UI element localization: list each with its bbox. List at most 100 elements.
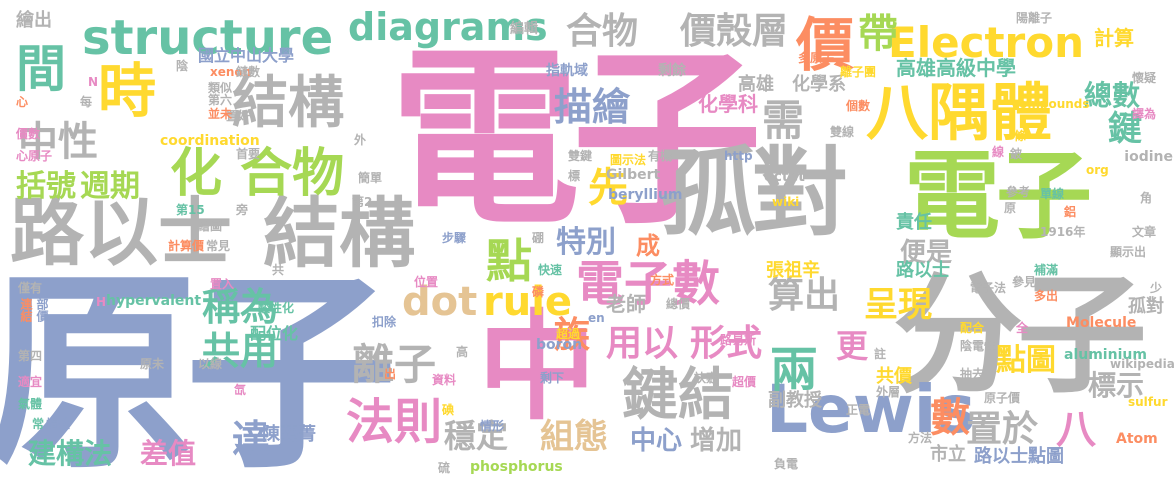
word-aluminium: aluminium [1064, 347, 1147, 363]
word-dianzifa: 電子法 [970, 281, 1007, 295]
word-shu: 數 [930, 395, 970, 441]
word-suanxinghua: 酸性化 [258, 301, 295, 315]
word-shuangxian: 雙線 [830, 125, 855, 139]
word-yuanwei: 原未 [140, 357, 165, 371]
word-diagrams: diagrams [348, 5, 548, 49]
word-xian-line: 線 [992, 145, 1005, 159]
word-ziliao: 資料 [432, 373, 457, 387]
word-tushifa: 圖示法 [610, 153, 647, 167]
word-xinyuanzi: 心原子 [16, 149, 53, 163]
word-zhouqi: 週期 [80, 169, 140, 204]
word-jian-key: 鍵 [1108, 109, 1142, 149]
word-luyishi-small: 路以士 [896, 260, 950, 281]
word-lizi: 離子 [352, 340, 437, 389]
word-tiao: 條 [1014, 129, 1027, 143]
word-atom: Atom [1116, 431, 1158, 447]
word-chenyijing: 陳藝菁 [262, 424, 316, 445]
word-xian-gas: 氙 [234, 383, 247, 397]
word-youji: 有機 [648, 149, 673, 163]
word-jiakeceng: 價殼層 [680, 11, 789, 52]
word-wending: 穩定 [444, 417, 509, 455]
word-zhongshan: 國立中山大學 [198, 46, 295, 65]
word-dot: dot [402, 279, 478, 325]
word-jianjie: 鍵結 [622, 363, 734, 428]
word-mei: 每 [80, 95, 93, 109]
word-di2: 第2 [352, 195, 373, 209]
word-duoxing: 惰性 [46, 417, 71, 431]
word-danxian: 單線 [1040, 187, 1065, 201]
word-gong: 共 [272, 263, 285, 277]
word-electron: Electron [888, 18, 1085, 67]
word-chaojia: 超價 [732, 375, 757, 389]
word-fangfa: 方法 [908, 431, 933, 445]
word-huichu: 繪出 [16, 10, 52, 31]
word-lv: 鋁 [1064, 205, 1077, 219]
word-org: org [1086, 163, 1109, 177]
word-zhihao: 置好 [226, 109, 251, 123]
word-zengjia: 增加 [690, 426, 743, 456]
word-quan: 全 [1016, 321, 1029, 335]
word-chu: 出 [384, 367, 397, 381]
word-chengxian: 呈現 [864, 285, 932, 325]
word-yindianxing: 陰電性 [960, 339, 997, 353]
word-zhiyu: 置於 [966, 409, 1039, 450]
word-molecule: Molecule [1066, 315, 1137, 331]
word-luyisi: 路易斯 [720, 333, 757, 347]
word-huaxuexi: 化學系 [792, 74, 846, 95]
word-weizhi: 位置 [414, 275, 439, 289]
word-gao: 高 [456, 345, 469, 359]
word-chengwei: 稱為 [202, 285, 279, 329]
word-hua-hewu: 化 合物 [170, 144, 345, 204]
word-jia: 價 [796, 11, 855, 79]
word-biaoshi: 標示 [1088, 369, 1145, 402]
word-kuaisu: 快速 [538, 263, 563, 277]
word-xian: 先 [588, 165, 628, 211]
word-shao: 少 [1150, 281, 1163, 295]
word-yanglizi: 陽離子 [1016, 11, 1053, 25]
word-xenon: xenon [210, 65, 252, 79]
word-pang: 旁 [236, 203, 249, 217]
word-luyishi-diantu: 路以士點圖 [974, 446, 1064, 467]
word-fudian: 負電 [774, 457, 799, 471]
word-yuanzijia: 原子價 [984, 391, 1021, 405]
word-hypervalent: hypervalent [106, 293, 202, 309]
word-duochu: 多出 [1034, 289, 1059, 303]
word-dian: 點 [486, 234, 532, 288]
word-lianjie: 連結 [19, 298, 33, 322]
word-liang: 兩 [770, 342, 819, 398]
word-xingshi: 形式 [690, 323, 763, 364]
word-fenzi: 分子 [893, 259, 1147, 411]
word-wiki: wiki [772, 195, 800, 209]
word-bianji: 編輯 [510, 21, 538, 37]
word-coordination: coordination [160, 133, 260, 149]
word-jiangoufa: 建構法 [28, 437, 113, 470]
word-shi: 時 [98, 57, 157, 125]
word-laoshi: 老師 [606, 292, 646, 316]
word-jian: 間 [16, 40, 66, 98]
word-jiashu: 價數 [16, 127, 41, 141]
word-duoyuanzi: 多原子 [798, 51, 835, 65]
word-wenzhang: 文章 [1132, 225, 1157, 239]
word-zhong: 中 [478, 298, 597, 436]
word-baoyuti: 八隅體 [866, 76, 1053, 149]
word-chang: 常 [32, 417, 45, 431]
word-n: N [88, 75, 99, 89]
word-shengxia: 剩下 [540, 371, 565, 385]
word-jisuanjia: 計算價 [168, 239, 205, 253]
word-jiegou-big: 結構 [263, 189, 415, 278]
word-yuan: 原 [1004, 201, 1017, 215]
word-yuanzi: 原子 [0, 250, 397, 482]
word-xianshichu: 顯示出 [1110, 245, 1147, 259]
word-wai: 外 [354, 133, 367, 147]
word-structure: structure [82, 10, 334, 66]
word-tebie: 特別 [556, 225, 616, 260]
word-zhengdian: 正電 [846, 403, 871, 417]
word-dai: 帶 [858, 11, 898, 57]
word-gudui-small: 孤對 [1128, 296, 1164, 317]
word-wikipedia: wikipedia [1110, 357, 1175, 371]
word-http: http [724, 149, 753, 163]
word-pi: 鈹 [1010, 147, 1023, 161]
word-yongyi: 用以 [606, 323, 679, 364]
word-disi: 第四 [18, 349, 43, 363]
word-yiwei: 譯為 [1132, 107, 1157, 121]
